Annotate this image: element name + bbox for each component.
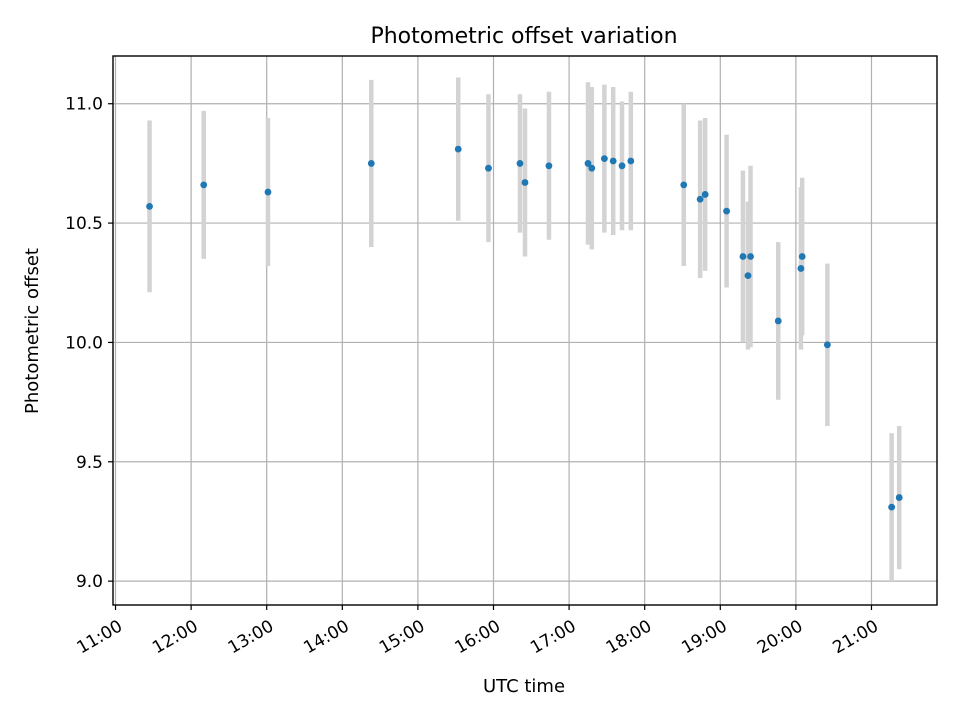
data-point: [823, 341, 831, 349]
y-tick-label: 10.0: [65, 333, 103, 353]
data-point: [609, 157, 617, 165]
data-point: [798, 253, 806, 260]
x-tick-label: 20:00: [754, 616, 806, 658]
x-tick-label: 11:00: [74, 616, 126, 658]
data-point: [618, 162, 626, 170]
y-tick-label: 10.5: [65, 214, 103, 234]
y-tick-label: 9.5: [76, 453, 103, 473]
y-axis-label: Photometric offset: [22, 248, 43, 414]
data-points: [146, 145, 903, 511]
data-point: [888, 503, 896, 511]
x-tick-label: 18:00: [603, 616, 655, 658]
data-point: [739, 253, 747, 260]
x-tick-label: 19:00: [678, 616, 730, 658]
data-point: [774, 317, 782, 325]
data-point: [200, 181, 208, 189]
chart-title: Photometric offset variation: [370, 24, 677, 49]
data-point: [701, 191, 709, 198]
data-point: [747, 253, 754, 260]
data-point: [521, 179, 529, 186]
data-point: [895, 494, 903, 501]
data-point: [485, 164, 492, 172]
y-axis-ticks: 9.0 9.5 10.0 10.5 11.0: [65, 95, 113, 592]
x-axis-ticks: 11:00 12:00 13:00 14:00 15:00 16:00 17:00 18:00…: [74, 605, 882, 658]
data-point: [627, 157, 635, 165]
data-point: [146, 202, 153, 210]
data-point: [600, 155, 608, 163]
plot-frame: [112, 55, 938, 606]
data-point: [588, 164, 596, 172]
data-point: [696, 195, 704, 203]
x-tick-label: 15:00: [376, 616, 428, 658]
data-point: [797, 265, 805, 272]
x-tick-label: 13:00: [225, 616, 277, 658]
error-bars: [147, 77, 902, 582]
x-tick-label: 14:00: [300, 616, 352, 658]
data-point: [723, 207, 730, 215]
x-tick-label: 16:00: [452, 616, 504, 658]
data-point: [744, 272, 752, 279]
data-point: [545, 162, 553, 170]
data-point: [516, 160, 524, 167]
x-axis-label: UTC time: [483, 676, 565, 697]
y-tick-label: 9.0: [76, 572, 103, 592]
x-tick-label: 17:00: [527, 616, 579, 658]
data-point: [367, 160, 375, 167]
x-tick-label: 21:00: [830, 616, 882, 658]
x-tick-label: 12:00: [149, 616, 201, 658]
data-point: [680, 181, 688, 189]
data-point: [454, 145, 462, 153]
y-tick-label: 11.0: [65, 95, 103, 115]
data-point: [264, 188, 272, 196]
data-point: [584, 160, 592, 167]
